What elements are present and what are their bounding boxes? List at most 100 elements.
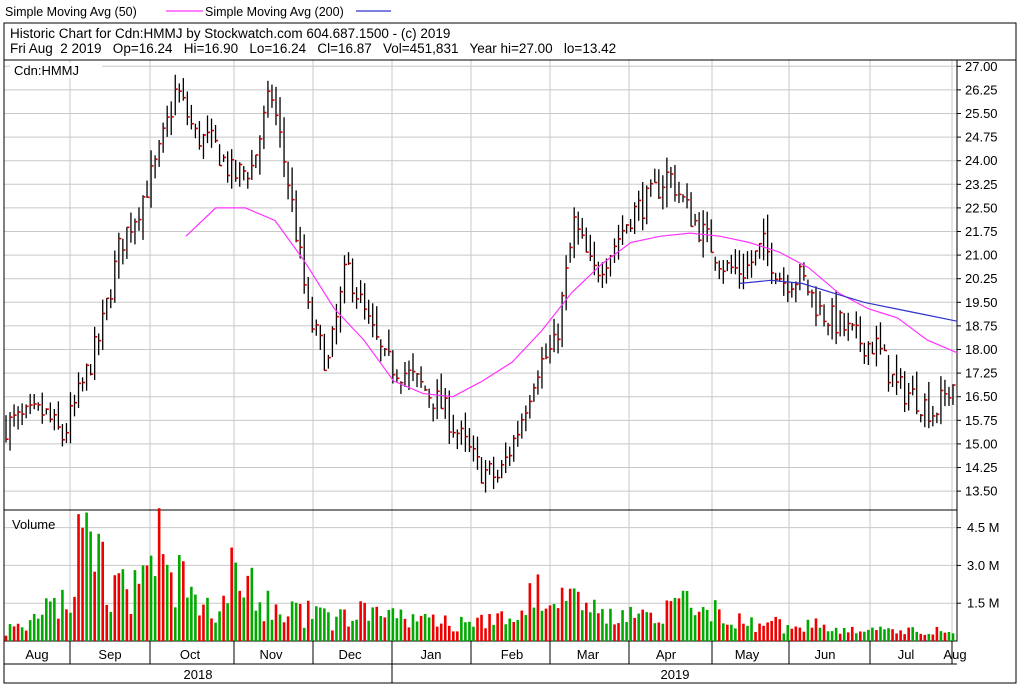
volume-bar [403, 618, 407, 641]
volume-bar [177, 554, 181, 641]
volume-bar [101, 541, 105, 641]
price-bar [198, 121, 202, 150]
volume-bar [903, 634, 906, 641]
price-bar [166, 105, 170, 137]
volume-bar [121, 569, 125, 641]
price-bar [577, 211, 581, 245]
price-tick-label: 25.50 [965, 106, 998, 121]
volume-bar [818, 627, 822, 641]
price-bar [597, 261, 601, 283]
price-tick-label: 17.25 [965, 366, 998, 381]
price-bar [738, 250, 742, 289]
price-bar [25, 404, 29, 419]
volume-bar [343, 609, 346, 641]
price-tick-label: 14.25 [965, 460, 998, 475]
month-label: Nov [259, 647, 283, 662]
volume-bar [109, 611, 113, 641]
price-bar [57, 401, 61, 430]
volume-bar [319, 607, 322, 641]
volume-bar [472, 626, 475, 641]
price-bar [754, 250, 759, 266]
volume-bar [681, 590, 685, 641]
price-tick-label: 21.75 [965, 224, 998, 239]
price-plot-border [3, 59, 958, 511]
volume-bar [943, 632, 947, 641]
price-bar [408, 360, 412, 391]
volume-bar [314, 606, 318, 641]
month-label: Aug [943, 647, 966, 662]
price-bar [799, 263, 803, 291]
volume-bar [480, 614, 483, 641]
volume-bar [57, 618, 60, 641]
volume-bar [411, 614, 415, 641]
price-bar [359, 280, 364, 304]
price-bar [855, 311, 859, 339]
price-bar [553, 318, 557, 353]
x-axis-years: 2018 2019 [184, 664, 689, 683]
volume-bar [883, 629, 886, 641]
price-tick-label: 15.00 [965, 436, 998, 451]
price-bar [529, 395, 533, 419]
price-bar [791, 282, 795, 298]
price-bar [940, 376, 944, 425]
price-bar [932, 405, 936, 427]
volume-bar [274, 604, 278, 641]
price-tick-label: 20.25 [965, 271, 998, 286]
volume-bar [850, 626, 854, 641]
volume-bar [137, 583, 141, 641]
price-bar [355, 287, 360, 309]
price-bar [831, 298, 835, 340]
price-bar [146, 180, 150, 199]
volume-bar [621, 610, 624, 641]
volume-bar [165, 564, 169, 641]
volume-bar [947, 632, 951, 641]
price-bar [53, 409, 57, 431]
price-bar [750, 250, 755, 278]
volume-bar [351, 620, 354, 641]
price-bar [702, 210, 706, 258]
price-bar [714, 256, 718, 271]
price-bar [202, 133, 206, 160]
price-bar [384, 348, 388, 357]
price-bar [476, 436, 480, 470]
price-bar [271, 84, 275, 108]
volume-tick-label: 3.0 M [967, 558, 1000, 573]
symbol-label: Cdn:HMMJ [14, 63, 79, 78]
volume-bar [20, 627, 24, 641]
volume-bar [641, 609, 645, 641]
price-bar [49, 402, 53, 423]
volume-bar [859, 631, 862, 641]
volume-bar [504, 624, 507, 641]
volume-bar [854, 633, 858, 641]
price-bar [416, 372, 420, 388]
price-bar [239, 162, 243, 187]
month-label: May [735, 647, 760, 662]
volume-bar [222, 595, 225, 641]
price-bar [154, 155, 158, 179]
volume-bar [182, 561, 185, 641]
price-bar [887, 355, 892, 392]
price-bar [372, 303, 376, 338]
volume-bar [633, 617, 636, 641]
price-bar [73, 394, 78, 417]
price-axis: 27.00 26.25 25.50 24.75 24.00 23.25 22.50 21.75… [957, 59, 998, 499]
volume-bar [822, 624, 826, 641]
price-bar [565, 255, 569, 311]
price-bar [194, 123, 198, 139]
volume-bar [125, 589, 129, 641]
price-bar [573, 207, 577, 259]
price-bar [170, 101, 174, 136]
volume-bar [794, 626, 798, 641]
price-bar [706, 211, 710, 243]
price-bar [811, 289, 815, 308]
volume-bar [12, 626, 16, 641]
volume-bar [190, 586, 193, 641]
price-bar [114, 250, 118, 303]
volume-bar [290, 601, 294, 641]
volume-bar [234, 562, 237, 641]
price-tick-label: 26.25 [965, 82, 998, 97]
volume-bars [4, 508, 955, 641]
volume-bar [218, 611, 221, 641]
price-bar [275, 86, 279, 126]
price-bar [948, 386, 952, 406]
